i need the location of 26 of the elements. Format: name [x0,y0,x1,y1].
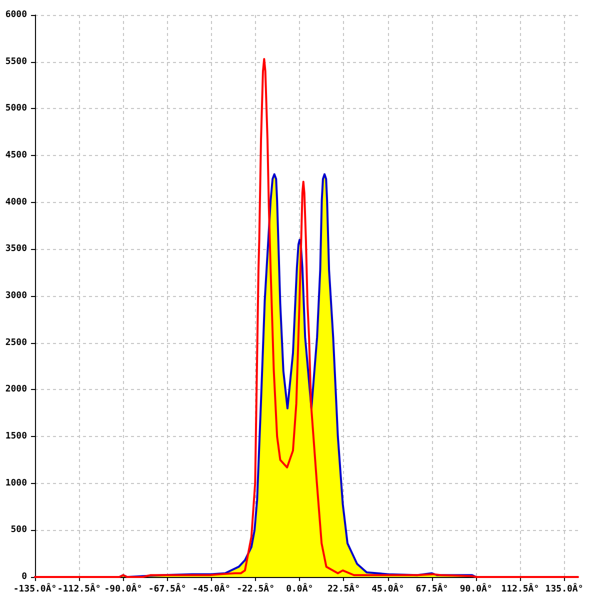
y-tick-label: 5000 [5,104,27,114]
x-tick-label: 135.0Â° [545,582,584,594]
x-tick-label: 0.0Â° [286,582,314,594]
y-tick-label: 500 [10,525,27,536]
x-tick-label: 67.5Â° [416,582,448,594]
x-tick-label: -45.0Â° [192,582,230,594]
y-tick-label: 4000 [5,197,27,208]
x-tick-label: -112.5Â° [57,582,101,594]
x-tick-label: -67.5Â° [148,582,186,594]
x-tick-label: 112.5Â° [501,582,540,594]
x-tick-label: 22.5Â° [327,582,360,594]
x-tick-label: 45.0Â° [372,582,404,594]
y-tick-label: 2500 [5,338,27,348]
y-tick-label: 0 [22,572,27,582]
y-tick-label: 3000 [5,291,27,301]
y-tick-label: 2000 [5,384,27,395]
x-tick-label: 90.0Â° [460,582,492,594]
y-tick-label: 3500 [5,244,27,254]
y-tick-label: 5500 [5,56,27,67]
x-tick-label: -135.0Â° [13,582,57,594]
y-tick-label: 4500 [5,150,27,160]
x-tick-label: -90.0Â° [104,582,142,594]
y-tick-label: 1000 [5,478,27,488]
y-tick-label: 6000 [5,10,27,20]
x-tick-label: -22.5Â° [236,582,274,594]
y-tick-label: 1500 [5,432,27,442]
